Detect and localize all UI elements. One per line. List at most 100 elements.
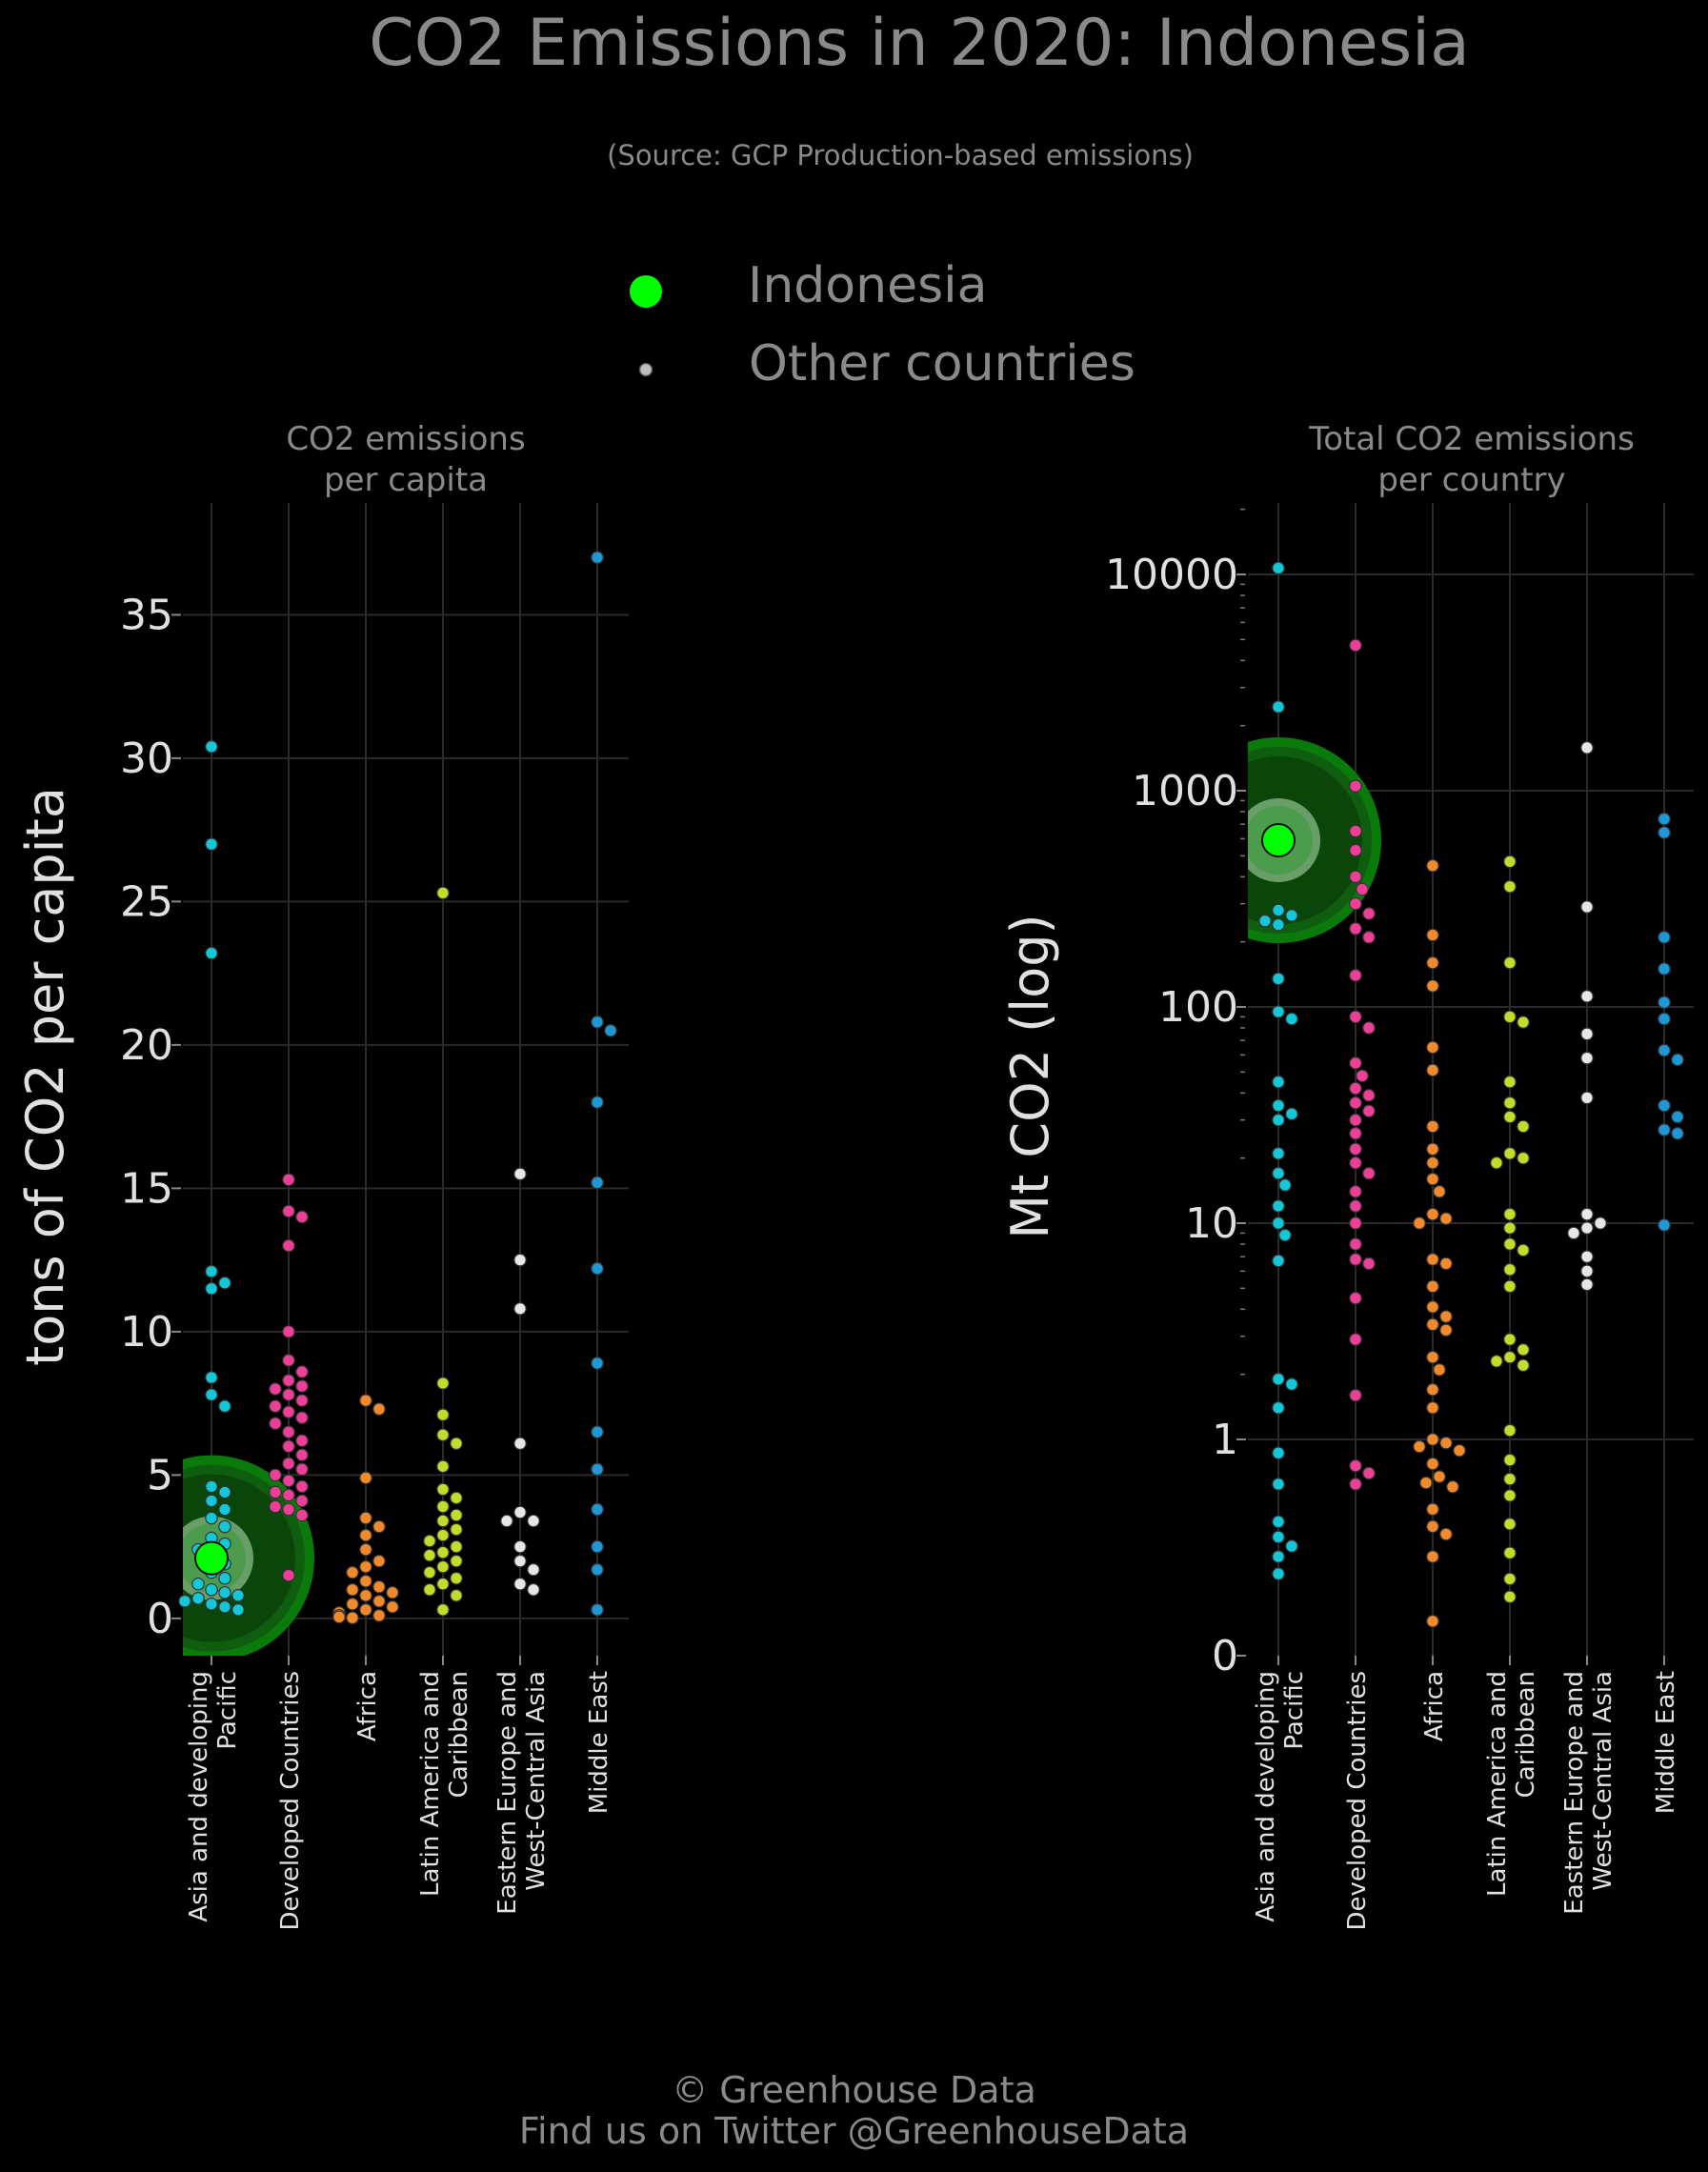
total-point-latin-america-and-caribbean [1503, 1221, 1517, 1235]
percap-point-asia-and-developing-pacific [191, 1577, 205, 1591]
total-point-africa [1426, 1207, 1439, 1221]
total-highlight-halo [1248, 737, 1381, 943]
total-x-tick-label-asia-and-developing-pacific: Asia and developing Pacific [1252, 1671, 1309, 1922]
percap-x-tick-label-developed-countries: Developed Countries [276, 1671, 305, 1930]
percap-point-latin-america-and-caribbean [436, 1428, 450, 1442]
percap-point-asia-and-developing-pacific [218, 1519, 231, 1534]
total-point-africa [1426, 1253, 1439, 1266]
legend-markers [630, 275, 662, 377]
total-point-africa [1439, 1257, 1453, 1271]
percap-point-africa [372, 1402, 386, 1416]
total-point-eastern-europe-and-west-central-asia [1567, 1226, 1580, 1240]
percap-point-developed-countries [295, 1479, 309, 1494]
total-point-latin-america-and-caribbean [1503, 1590, 1517, 1604]
total-point-developed-countries [1349, 1199, 1362, 1213]
total-y-axis-label: Mt CO2 (log) [1000, 914, 1060, 1238]
percap-x-tick-label-line: Africa [353, 1671, 382, 1741]
total-point-africa [1426, 1317, 1439, 1332]
total-point-middle-east [1658, 931, 1671, 944]
total-x-tick-label-line: Pacific [1280, 1671, 1309, 1750]
total-point-latin-america-and-caribbean [1503, 1096, 1517, 1110]
total-point-asia-and-developing-pacific [1272, 1567, 1285, 1580]
total-point-asia-and-developing-pacific [1278, 1178, 1292, 1192]
total-point-asia-and-developing-pacific [1272, 1113, 1285, 1127]
footer-twitter: Find us on Twitter @GreenhouseData [518, 2110, 1190, 2152]
total-point-eastern-europe-and-west-central-asia [1580, 1051, 1594, 1065]
percap-point-middle-east [604, 1024, 617, 1037]
chart-subtitle: (Source: GCP Production-based emissions) [607, 139, 1194, 171]
total-point-developed-countries [1349, 1185, 1362, 1198]
total-point-developed-countries [1362, 1089, 1376, 1102]
percap-point-asia-and-developing-pacific [205, 1264, 218, 1278]
total-point-eastern-europe-and-west-central-asia [1580, 900, 1594, 914]
total-point-developed-countries [1349, 1388, 1362, 1402]
percap-point-africa [359, 1542, 372, 1557]
percap-point-developed-countries [269, 1485, 282, 1499]
percap-x-tick-label-line: Caribbean [445, 1671, 473, 1798]
total-point-latin-america-and-caribbean [1517, 1243, 1530, 1257]
total-y-tick-label: 100 [1158, 983, 1238, 1032]
total-point-developed-countries [1362, 931, 1376, 944]
total-point-africa [1426, 1279, 1439, 1294]
percap-point-middle-east [591, 1016, 604, 1029]
percap-point-asia-and-developing-pacific [218, 1571, 231, 1585]
total-x-tick-label-developed-countries: Developed Countries [1343, 1671, 1372, 1930]
percap-point-asia-and-developing-pacific [205, 1388, 218, 1401]
total-point-asia-and-developing-pacific [1272, 903, 1285, 917]
panel-title-total-line2: per country [1377, 461, 1566, 499]
total-point-africa [1426, 928, 1439, 942]
percap-point-latin-america-and-caribbean [436, 1499, 450, 1514]
total-point-developed-countries [1349, 1237, 1362, 1251]
percap-point-eastern-europe-and-west-central-asia [500, 1514, 513, 1528]
total-x-tick-label-eastern-europe-and-west-central-asia: Eastern Europe and West-Central Asia [1560, 1671, 1618, 1915]
percap-point-developed-countries [269, 1468, 282, 1482]
total-point-developed-countries [1349, 1291, 1362, 1305]
total-point-asia-and-developing-pacific [1272, 1515, 1285, 1529]
total-point-africa [1413, 1439, 1426, 1454]
total-point-latin-america-and-caribbean [1503, 1472, 1517, 1486]
percap-point-developed-countries [282, 1354, 295, 1367]
total-point-middle-east [1671, 1053, 1684, 1067]
percap-point-asia-and-developing-pacific [205, 1371, 218, 1384]
percap-point-developed-countries [295, 1411, 309, 1424]
percap-point-middle-east [591, 1425, 604, 1439]
total-point-eastern-europe-and-west-central-asia [1580, 741, 1594, 754]
panel-title-per-capita-line1: CO2 emissions [286, 420, 526, 458]
total-point-asia-and-developing-pacific [1285, 1012, 1298, 1026]
total-x-tick-label-line: West-Central Asia [1589, 1671, 1618, 1891]
total-point-africa [1426, 955, 1439, 970]
total-point-eastern-europe-and-west-central-asia [1594, 1217, 1607, 1230]
percap-point-eastern-europe-and-west-central-asia [513, 1253, 527, 1267]
percap-point-latin-america-and-caribbean [450, 1588, 463, 1602]
percap-point-eastern-europe-and-west-central-asia [527, 1514, 540, 1528]
total-point-africa [1433, 1363, 1446, 1377]
total-point-latin-america-and-caribbean [1503, 1207, 1517, 1221]
percap-point-developed-countries [295, 1494, 309, 1508]
total-point-middle-east [1658, 1123, 1671, 1136]
total-point-africa [1439, 1310, 1453, 1323]
total-point-asia-and-developing-pacific [1272, 1166, 1285, 1180]
total-x-tick-label-line: Latin America and [1483, 1671, 1512, 1897]
percap-point-eastern-europe-and-west-central-asia [513, 1437, 527, 1451]
percap-point-developed-countries [295, 1394, 309, 1407]
total-point-asia-and-developing-pacific [1272, 1478, 1285, 1491]
percap-y-tick-label: 10 [120, 1308, 173, 1357]
total-point-asia-and-developing-pacific [1272, 1217, 1285, 1230]
total-x-tick-label-line: Caribbean [1512, 1671, 1540, 1798]
percap-point-africa [386, 1600, 399, 1614]
percap-x-tick-label-africa: Africa [353, 1671, 382, 1741]
total-x-tick-label-line: Asia and developing [1252, 1671, 1280, 1922]
total-point-africa [1426, 1040, 1439, 1055]
percap-point-africa [346, 1565, 359, 1579]
total-point-latin-america-and-caribbean [1503, 1489, 1517, 1502]
total-point-developed-countries [1356, 1069, 1369, 1083]
total-point-developed-countries [1362, 1466, 1376, 1480]
total-point-latin-america-and-caribbean [1503, 1350, 1517, 1364]
percap-point-developed-countries [269, 1499, 282, 1514]
total-point-middle-east [1671, 1110, 1684, 1124]
percap-point-africa [359, 1394, 372, 1407]
percap-point-developed-countries [282, 1325, 295, 1338]
percap-point-asia-and-developing-pacific [218, 1585, 231, 1599]
percap-point-developed-countries [282, 1502, 295, 1517]
percap-point-latin-america-and-caribbean [423, 1565, 436, 1579]
